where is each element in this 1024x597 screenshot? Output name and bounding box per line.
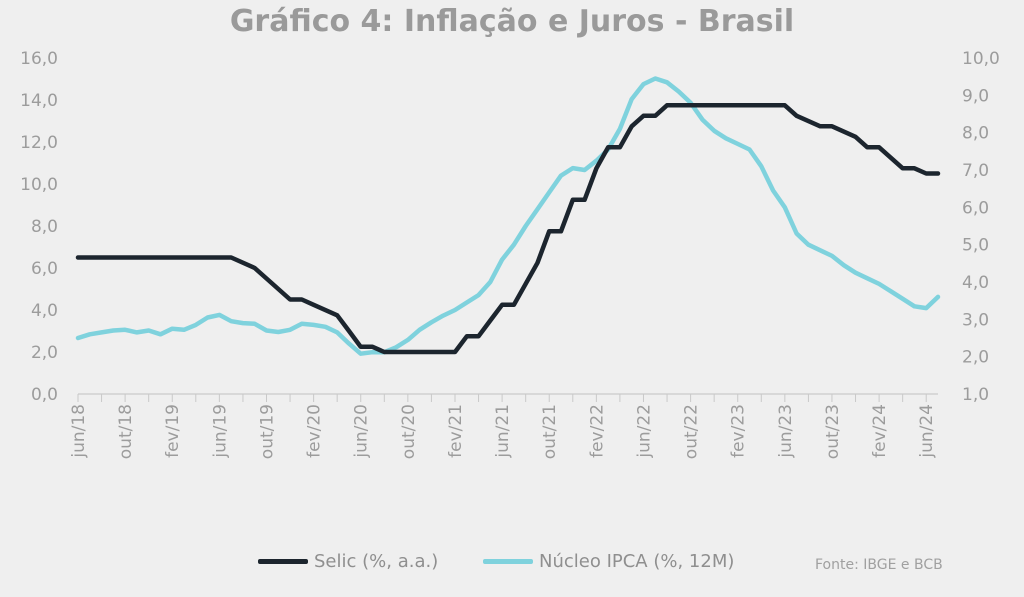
x-tick-label: fev/19 xyxy=(163,404,183,458)
x-tick-label: jun/19 xyxy=(210,404,230,459)
legend: Selic (%, a.a.) Núcleo IPCA (%, 12M) xyxy=(0,551,1024,577)
y-left-tick-label: 0,0 xyxy=(31,385,58,405)
y-right-axis: 1,0 2,0 3,0 4,0 5,0 6,0 7,0 8,0 9,0 10,0 xyxy=(962,49,1000,405)
y-left-tick-label: 12,0 xyxy=(20,133,58,153)
x-tick-label: fev/24 xyxy=(870,404,890,458)
legend-label-selic: Selic (%, a.a.) xyxy=(314,551,439,572)
y-left-tick-label: 2,0 xyxy=(31,343,58,363)
chart-canvas: 0,0 2,0 4,0 6,0 8,0 10,0 12,0 14,0 16,0 1,0 2,0 3,… xyxy=(20,49,1000,459)
source-note: Fonte: IBGE e BCB xyxy=(815,557,943,573)
x-tick-label: out/18 xyxy=(116,404,136,459)
x-tick-label: out/22 xyxy=(682,404,702,459)
x-tick-label: fev/21 xyxy=(446,404,466,458)
y-left-tick-label: 10,0 xyxy=(20,175,58,195)
y-right-tick-label: 7,0 xyxy=(962,161,989,181)
x-tick-label: out/23 xyxy=(823,404,843,459)
x-tick-label: out/21 xyxy=(540,404,560,459)
legend-item-selic: Selic (%, a.a.) xyxy=(258,551,438,572)
x-tick-label: jun/23 xyxy=(776,404,796,459)
series-line-ipca xyxy=(75,76,941,356)
y-right-tick-label: 5,0 xyxy=(962,236,989,256)
y-right-tick-label: 6,0 xyxy=(962,198,989,218)
y-right-tick-label: 3,0 xyxy=(962,310,989,330)
x-tick-label: jun/18 xyxy=(69,404,89,459)
y-left-axis: 0,0 2,0 4,0 6,0 8,0 10,0 12,0 14,0 16,0 xyxy=(20,49,58,405)
y-right-tick-label: 10,0 xyxy=(962,49,1000,69)
x-tick-label: out/19 xyxy=(257,404,277,459)
x-tick-label: fev/23 xyxy=(729,404,749,458)
x-tick-label: jun/20 xyxy=(352,404,372,459)
series-line-selic xyxy=(75,103,941,355)
y-left-tick-label: 14,0 xyxy=(20,91,58,111)
y-right-tick-label: 4,0 xyxy=(962,273,989,293)
y-left-tick-label: 8,0 xyxy=(31,217,58,237)
x-tick-label: jun/21 xyxy=(493,404,513,459)
x-tick-label: fev/20 xyxy=(305,404,325,458)
y-right-tick-label: 2,0 xyxy=(962,348,989,368)
x-tick-label: out/20 xyxy=(399,404,419,459)
y-right-tick-label: 1,0 xyxy=(962,385,989,405)
chart-title: Gráfico 4: Inflação e Juros - Brasil xyxy=(229,4,795,39)
y-right-tick-label: 9,0 xyxy=(962,86,989,106)
legend-swatch-selic xyxy=(258,559,308,564)
legend-item-ipca: Núcleo IPCA (%, 12M) xyxy=(483,551,734,572)
x-axis: jun/18 out/18 fev/19 jun/19 out/19 fev/20 jun/… xyxy=(69,394,937,459)
y-left-tick-label: 16,0 xyxy=(20,49,58,69)
x-tick-label: fev/22 xyxy=(587,404,607,458)
x-tick-label: jun/22 xyxy=(634,404,654,459)
y-right-tick-label: 8,0 xyxy=(962,124,989,144)
legend-swatch-ipca xyxy=(483,559,533,564)
series-group xyxy=(75,76,941,356)
x-tick-label: jun/24 xyxy=(917,404,937,459)
y-left-tick-label: 6,0 xyxy=(31,259,58,279)
legend-label-ipca: Núcleo IPCA (%, 12M) xyxy=(539,551,735,572)
y-left-tick-label: 4,0 xyxy=(31,301,58,321)
